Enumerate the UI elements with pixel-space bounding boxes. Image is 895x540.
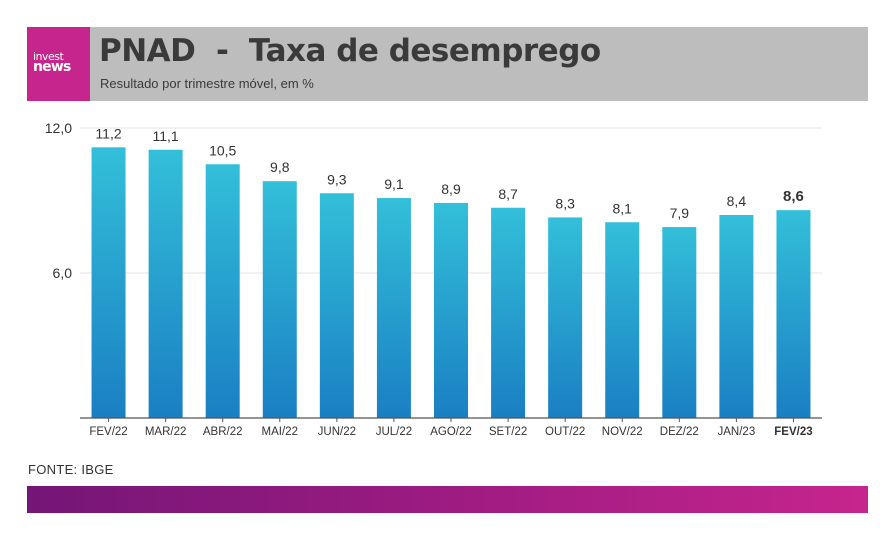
chart-subtitle: Resultado por trimestre móvel, em % <box>100 76 314 91</box>
value-label: 8,4 <box>727 193 747 209</box>
bar-fev-23 <box>776 210 811 418</box>
bar-abr-22 <box>205 164 240 418</box>
x-tick-label: FEV/22 <box>89 426 127 438</box>
x-tick-label: JUN/22 <box>318 426 356 438</box>
x-tick-label: MAR/22 <box>145 426 187 438</box>
x-tick-label: NOV/22 <box>602 426 643 438</box>
logo-invest-text: invest <box>33 50 64 63</box>
source-note: FONTE: IBGE <box>28 462 114 477</box>
value-label: 9,8 <box>270 159 290 175</box>
value-labels: 11,2 11,1 10,5 9,8 9,3 9,1 8,9 8,7 8,3 8,1 7,9 8,4 8… <box>95 125 803 221</box>
chart-header: invest news PNAD - Taxa de desemprego Re… <box>27 27 868 101</box>
investnews-logo: invest news <box>27 27 90 101</box>
x-tick-label: JUL/22 <box>376 426 412 438</box>
y-axis: 6,0 12,0 <box>45 120 72 281</box>
x-axis: FEV/22 MAR/22 ABR/22 MAI/22 JUN/22 JUL/22 AGO/… <box>80 417 822 438</box>
chart-title: PNAD - Taxa de desemprego <box>99 33 601 69</box>
value-label: 9,3 <box>327 171 347 187</box>
x-tick-label: OUT/22 <box>545 426 585 438</box>
value-label: 8,7 <box>498 186 518 202</box>
bar-jul-22 <box>376 198 411 418</box>
bar-chart: invest news 11,211,110,59,89,39,18,98,78… <box>45 120 822 438</box>
x-tick-label: SET/22 <box>489 426 527 438</box>
value-label: 8,6 <box>783 188 804 205</box>
value-label: 9,1 <box>384 176 404 192</box>
value-label: 7,9 <box>670 205 690 221</box>
bar-fev-22 <box>91 147 126 419</box>
bar-jan-23 <box>719 215 754 418</box>
logo-news-text: news <box>33 59 71 75</box>
bar-mar-22 <box>148 149 183 418</box>
x-tick-label: ABR/22 <box>203 426 243 438</box>
x-tick-label: FEV/23 <box>774 426 812 438</box>
value-label: 8,3 <box>555 195 575 211</box>
x-tick-label: AGO/22 <box>430 426 472 438</box>
value-label: 11,1 <box>153 128 179 144</box>
x-tick-label: DEZ/22 <box>660 426 699 438</box>
bars <box>91 147 811 419</box>
bar-nov-22 <box>605 222 640 418</box>
value-label: 10,5 <box>209 142 236 158</box>
footer-gradient-bar <box>27 486 868 513</box>
bar-jun-22 <box>319 193 354 418</box>
value-label: 8,1 <box>612 200 632 216</box>
y-tick-label: 12,0 <box>45 120 72 136</box>
x-tick-label: MAI/22 <box>262 426 298 438</box>
bar-dez-22 <box>662 227 697 418</box>
x-tick-label: JAN/23 <box>718 426 756 438</box>
y-tick-label: 6,0 <box>53 265 73 281</box>
value-label: 8,9 <box>441 181 461 197</box>
bar-set-22 <box>491 207 526 418</box>
logo-wordmark: invest news <box>33 50 71 75</box>
bar-mai-22 <box>262 181 297 418</box>
bar-out-22 <box>548 217 583 418</box>
watermark-text: invest <box>139 203 473 331</box>
bar-ago-22 <box>434 202 468 418</box>
value-label: 11,2 <box>95 125 121 141</box>
